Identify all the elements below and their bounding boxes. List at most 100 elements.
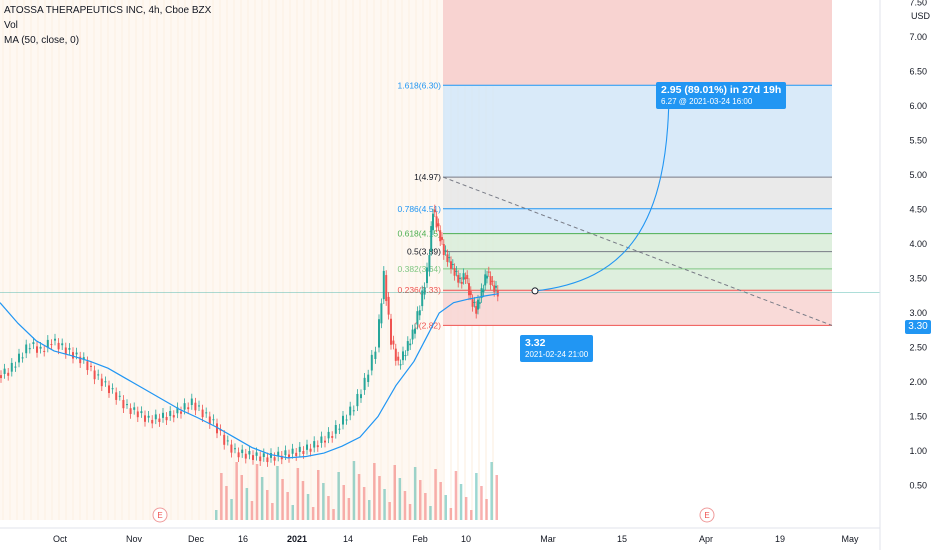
candle-body <box>475 306 478 314</box>
candle-body <box>466 275 469 279</box>
fib-band-05 <box>443 251 832 269</box>
volume-bar <box>245 488 249 520</box>
candle-body <box>86 361 89 371</box>
volume-bar <box>271 503 274 520</box>
candle-body <box>255 452 258 456</box>
volume-bar <box>357 474 361 520</box>
candle-body <box>241 449 244 454</box>
volume-bar <box>266 490 269 520</box>
candle-body <box>320 436 323 443</box>
candle-body <box>90 365 92 367</box>
candle-body <box>57 342 60 350</box>
volume-bar <box>281 479 284 520</box>
volume-bar <box>240 475 243 520</box>
candle-body <box>313 441 316 448</box>
volume-bar <box>342 485 345 520</box>
candle-body <box>43 350 46 352</box>
fib-level-label: 1.618(6.30) <box>398 80 442 90</box>
projection-target-tooltip: 2.95 (89.01%) in 27d 19h 6.27 @ 2021-03-… <box>656 82 787 109</box>
volume-bar <box>495 475 498 520</box>
candle-body <box>464 277 467 280</box>
fib-level-label: 0.618(4.15) <box>398 229 442 239</box>
candle-body <box>54 338 56 341</box>
volume-bar <box>429 506 432 520</box>
candle-body <box>205 412 208 414</box>
candle-body <box>462 273 465 280</box>
candle-body <box>14 366 17 368</box>
candle-body <box>154 414 157 420</box>
candle-body <box>411 329 414 340</box>
candle-body <box>477 299 479 310</box>
price-axis-bg <box>880 0 932 550</box>
volume-bar <box>362 487 366 520</box>
volume-bar <box>449 508 453 520</box>
volume-bar <box>424 493 427 520</box>
volume-bar <box>352 461 356 520</box>
volume-bar <box>383 489 386 520</box>
candle-body <box>79 356 82 364</box>
fib-level-label: 0.5(3.89) <box>407 247 441 257</box>
x-tick-label: Dec <box>188 534 205 544</box>
x-tick-label: 19 <box>775 534 785 544</box>
candle-body <box>244 453 247 459</box>
projection-start-time: 2021-02-24 21:00 <box>525 350 589 359</box>
candle-body <box>423 287 426 295</box>
volume-legend[interactable]: Vol <box>4 20 18 31</box>
candle-body <box>441 237 443 240</box>
candle-body <box>108 385 110 394</box>
candle-body <box>133 407 136 410</box>
volume-bar <box>332 509 335 520</box>
candle-body <box>111 388 114 390</box>
fib-level-label: 0.236(3.33) <box>398 285 442 295</box>
candle-body <box>342 415 344 425</box>
candle-body <box>273 457 276 461</box>
last-price-badge: 3.30 <box>905 320 931 334</box>
volume-bar <box>215 510 218 520</box>
candle-body <box>237 452 240 458</box>
candle-body <box>487 271 490 273</box>
candle-body <box>370 354 373 371</box>
candle-body <box>7 372 10 376</box>
candle-body <box>399 364 402 366</box>
candle-body <box>460 281 463 284</box>
ma-line <box>0 293 499 459</box>
volume-bar <box>317 470 320 520</box>
volume-bar <box>480 486 483 520</box>
volume-bar <box>378 476 381 520</box>
candle-body <box>450 261 452 269</box>
y-tick-label: 6.50 <box>909 67 927 77</box>
candle-body <box>444 250 447 252</box>
candle-body <box>0 375 2 379</box>
candle-body <box>437 223 440 227</box>
candle-body <box>352 410 355 412</box>
candle-body <box>306 444 308 450</box>
candle-body <box>459 277 461 279</box>
candle-body <box>356 393 359 407</box>
candle-body <box>327 431 330 439</box>
candle-body <box>302 451 305 454</box>
x-tick-label: 2021 <box>287 534 307 544</box>
ma-legend[interactable]: MA (50, close, 0) <box>4 35 80 46</box>
candle-body <box>147 415 150 418</box>
candle-body <box>230 444 233 453</box>
y-tick-label: 3.00 <box>909 308 927 318</box>
candle-body <box>495 285 497 288</box>
candle-body <box>3 368 6 374</box>
x-tick-label: Apr <box>699 534 713 544</box>
candle-body <box>172 415 175 418</box>
candle-body <box>270 453 272 458</box>
fib-level-label: 0.382(3.64) <box>398 264 442 274</box>
fib-level-label: 0(2.82) <box>414 320 441 330</box>
candle-body <box>331 436 334 438</box>
candle-body <box>382 270 385 300</box>
candle-body <box>428 255 431 272</box>
symbol-legend[interactable]: ATOSSA THERAPEUTICS INC, 4h, Cboe BZX <box>4 5 212 16</box>
fib-level-label: 1(4.97) <box>414 172 441 182</box>
candle-body <box>404 355 407 357</box>
candle-body <box>392 340 395 345</box>
candle-body <box>126 404 128 406</box>
candle-body <box>104 381 107 383</box>
volume-bar <box>220 473 223 520</box>
